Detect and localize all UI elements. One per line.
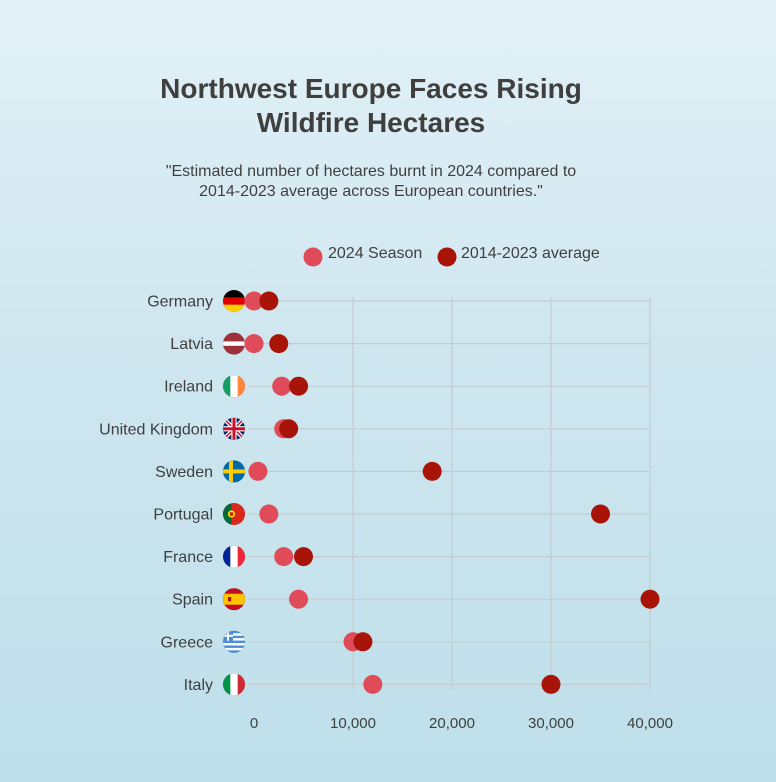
chart-row: United Kingdom [99,417,650,441]
flag-united-kingdom-icon [222,417,246,441]
category-label: Spain [172,592,213,609]
data-point-2024-season [244,291,264,311]
data-point-2024-season [244,334,264,354]
chart-subtitle-line-2: 2014-2023 average across European countr… [199,183,543,200]
flag-spain-icon [222,587,246,611]
flag-france-icon [222,545,246,568]
category-label: Ireland [164,379,213,396]
category-label: Sweden [155,464,213,481]
flag-italy-icon [222,673,246,696]
category-label: Latvia [170,336,213,353]
flag-portugal-icon [222,502,246,526]
x-axis: 0 10,000 20,000 30,000 40,000 [250,715,673,732]
data-point-2014-2023-average [422,461,442,481]
chart-row: Greece [161,630,650,654]
data-point-2014-2023-average [269,334,289,354]
chart-row: Latvia [170,332,650,356]
data-point-2024-season [289,589,309,609]
chart-row: Ireland [164,374,650,398]
data-point-2014-2023-average [279,419,299,439]
grid-layer [352,297,651,690]
legend-marker [437,247,457,267]
data-point-2024-season [248,461,268,481]
x-tick-label: 0 [250,715,258,732]
x-tick-label: 40,000 [627,715,673,732]
category-label: France [163,549,213,566]
legend-label: 2014-2023 average [461,245,600,262]
data-point-2014-2023-average [289,376,309,396]
data-point-2024-season [272,376,292,396]
chart-subtitle-line-1: "Estimated number of hectares burnt in 2… [165,163,577,180]
chart-rows: Germany Latvia Ireland United Kingdom Sweden… [99,289,660,696]
chart-row: Spain [172,587,660,611]
chart-row: Portugal [153,502,650,526]
x-tick-label: 20,000 [429,715,475,732]
x-tick-label: 10,000 [330,715,376,732]
data-point-2014-2023-average [640,589,660,609]
x-tick-label: 30,000 [528,715,574,732]
chart-row: Germany [147,289,650,313]
category-label: Greece [161,634,214,651]
flag-greece-icon [222,630,246,654]
data-point-2014-2023-average [294,547,313,567]
chart-subtitle: "Estimated number of hectares burnt in 2… [0,162,742,202]
flag-sweden-icon [222,459,246,483]
chart-title-line-1: Northwest Europe Faces Rising [160,73,582,104]
data-point-2024-season [259,504,279,524]
chart-row: Sweden [155,459,650,483]
data-point-2014-2023-average [591,504,610,524]
legend: 2024 Season 2014-2023 average [303,245,600,267]
category-label: United Kingdom [99,421,213,438]
category-label: Germany [147,294,213,311]
flag-ireland-icon [222,374,246,398]
data-point-2024-season [363,674,383,694]
flag-germany-icon [222,289,246,313]
legend-marker [303,247,323,267]
data-point-2014-2023-average [259,291,279,311]
category-label: Portugal [153,507,213,524]
chart-row: Italy [184,673,650,696]
chart-row: France [163,545,650,568]
flag-latvia-icon [222,332,246,356]
data-point-2014-2023-average [353,632,373,652]
category-label: Italy [184,677,213,694]
data-point-2024-season [274,547,294,567]
data-point-2014-2023-average [541,674,561,694]
legend-label: 2024 Season [328,245,422,262]
chart-title: Northwest Europe Faces Rising Wildfire H… [0,72,742,140]
chart-title-line-2: Wildfire Hectares [256,107,486,138]
